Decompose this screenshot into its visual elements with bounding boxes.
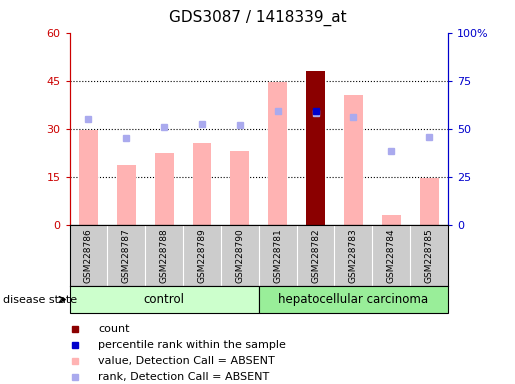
Bar [344,95,363,225]
Text: GSM228789: GSM228789 [198,228,207,283]
Text: rank, Detection Call = ABSENT: rank, Detection Call = ABSENT [98,372,269,382]
Text: disease state: disease state [3,295,77,305]
Bar [382,215,401,225]
Text: control: control [144,293,185,306]
Text: percentile rank within the sample: percentile rank within the sample [98,340,286,350]
Bar [306,119,325,225]
Text: GSM228788: GSM228788 [160,228,168,283]
Text: GSM228783: GSM228783 [349,228,358,283]
Text: GSM228782: GSM228782 [311,228,320,283]
Bar [117,166,136,225]
Bar [193,143,212,225]
Bar [79,130,98,225]
Bar [268,82,287,225]
Bar [420,178,439,225]
Bar [306,71,325,225]
FancyBboxPatch shape [70,286,259,313]
Text: count: count [98,324,130,334]
Text: GSM228781: GSM228781 [273,228,282,283]
Text: hepatocellular carcinoma: hepatocellular carcinoma [278,293,428,306]
Text: GSM228784: GSM228784 [387,228,396,283]
Text: value, Detection Call = ABSENT: value, Detection Call = ABSENT [98,356,275,366]
Bar [154,153,174,225]
Bar [230,151,249,225]
Text: GSM228786: GSM228786 [84,228,93,283]
Text: GSM228787: GSM228787 [122,228,131,283]
Text: GSM228790: GSM228790 [235,228,244,283]
Text: GSM228785: GSM228785 [425,228,434,283]
Text: GDS3087 / 1418339_at: GDS3087 / 1418339_at [169,10,346,26]
FancyBboxPatch shape [259,286,448,313]
